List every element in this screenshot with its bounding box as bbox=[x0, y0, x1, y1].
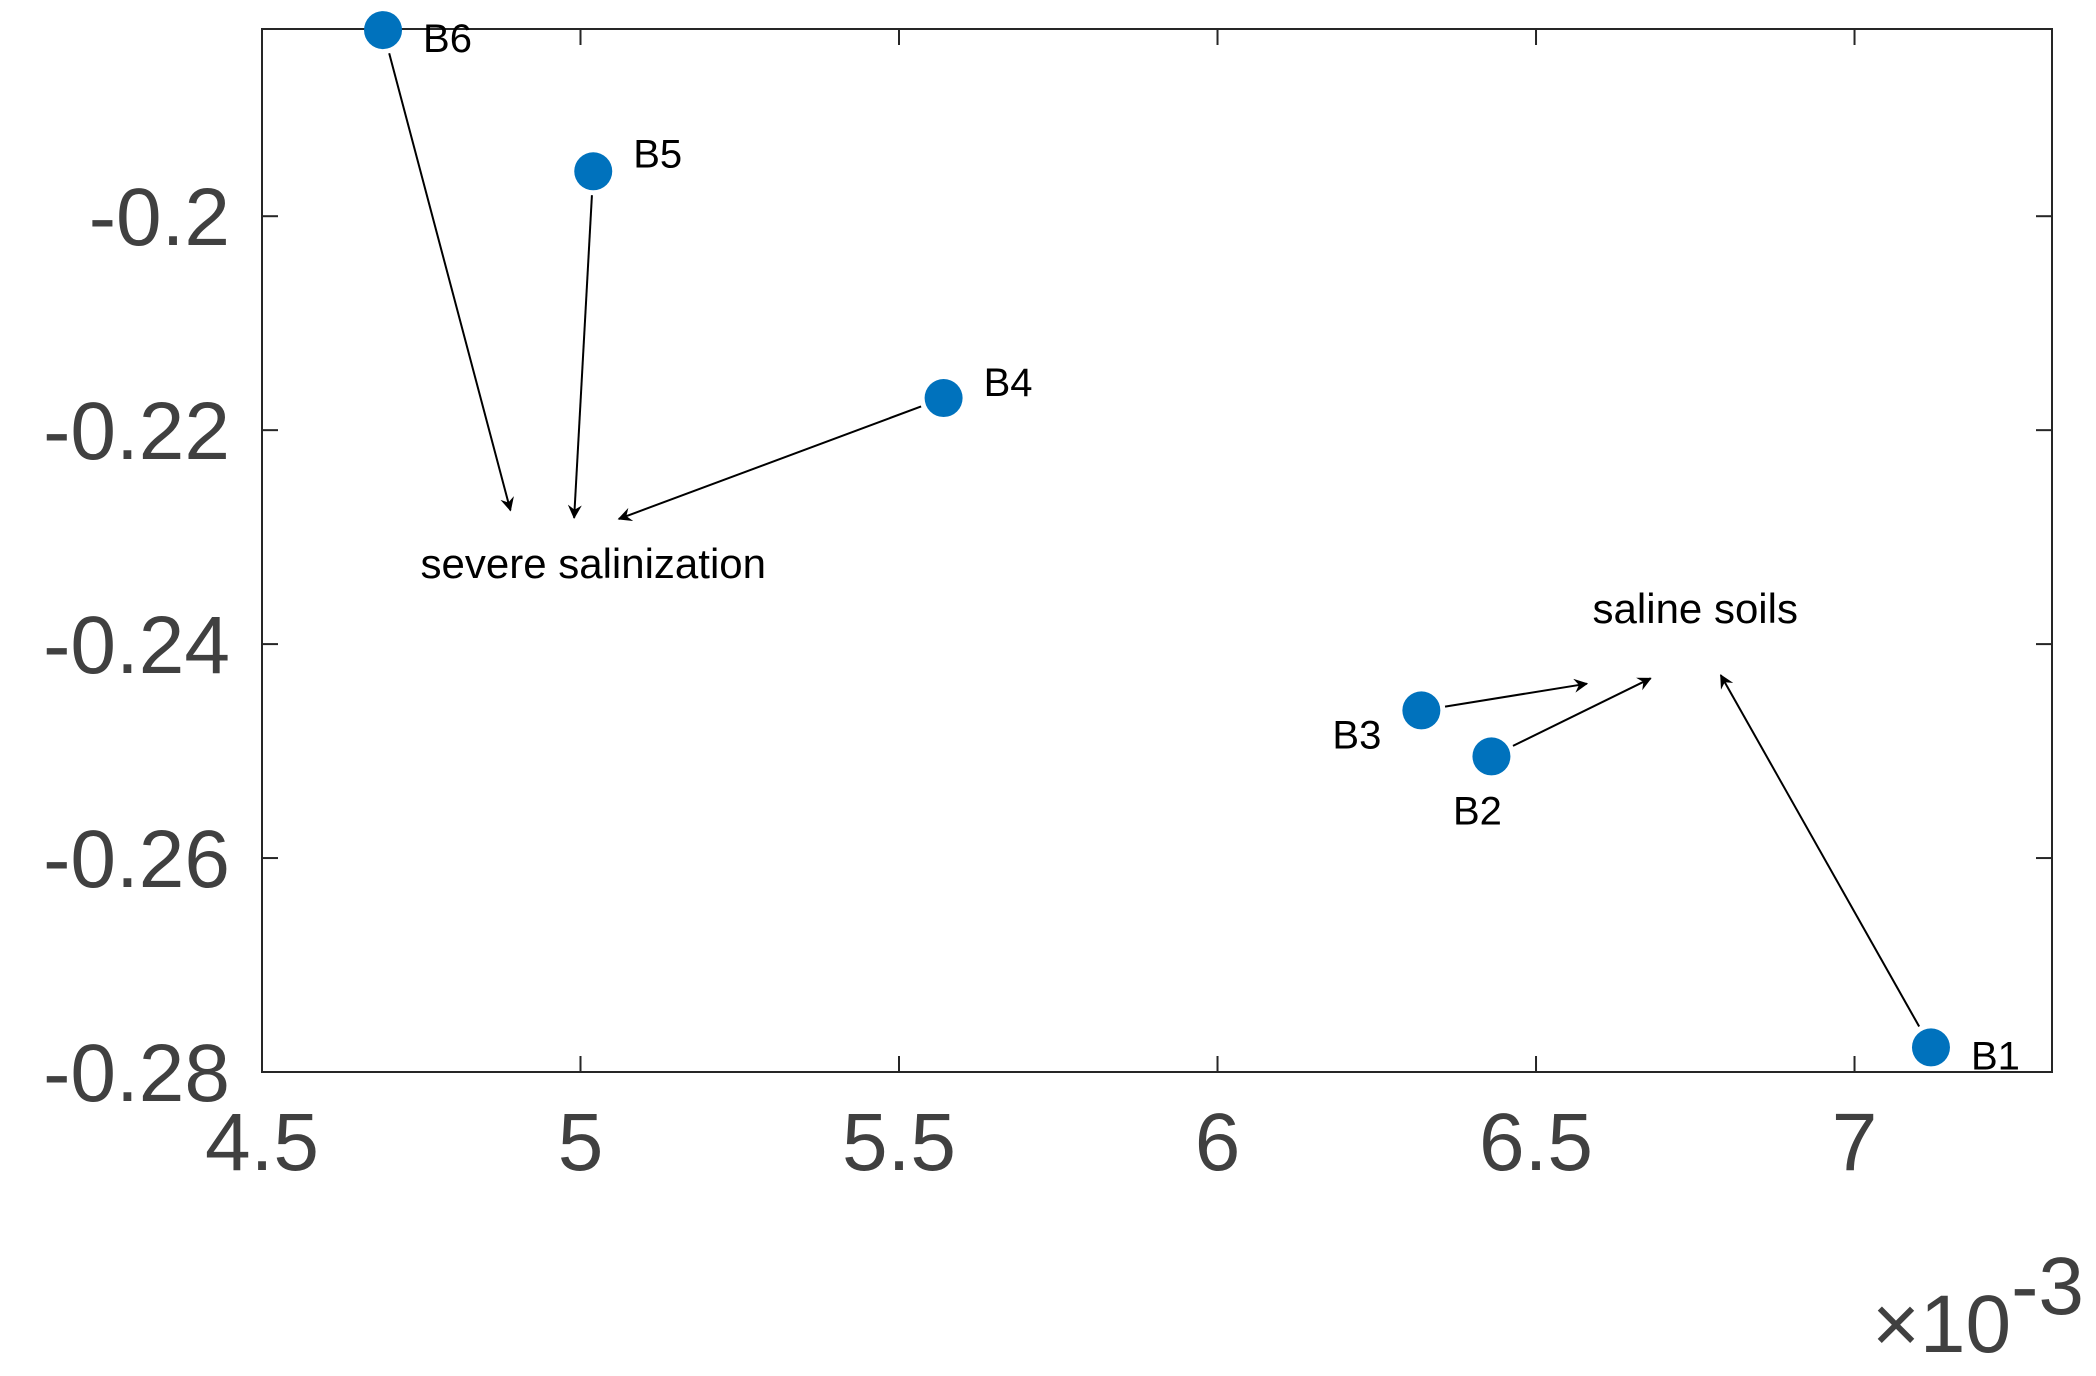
annotation-label: severe salinization bbox=[420, 540, 766, 587]
x-tick-label: 7 bbox=[1832, 1097, 1878, 1188]
point-label-b4: B4 bbox=[984, 361, 1033, 405]
x-exponent-base: ×10 bbox=[1872, 1279, 2011, 1370]
x-tick-label: 5 bbox=[558, 1097, 604, 1188]
y-tick-label: -0.26 bbox=[43, 814, 230, 905]
arrow-b2 bbox=[1512, 677, 1652, 747]
arrow-b1 bbox=[1719, 674, 1921, 1027]
point-label-b3: B3 bbox=[1332, 713, 1381, 757]
labels: B1 B2 B3 B4 B5 B6 severe salinization saline so… bbox=[420, 17, 2019, 1078]
plot-frame bbox=[261, 28, 2053, 1073]
arrows bbox=[388, 53, 1921, 1027]
point-b6 bbox=[364, 11, 403, 50]
arrow-b5 bbox=[567, 195, 593, 520]
point-label-b5: B5 bbox=[633, 132, 682, 176]
point-b2 bbox=[1472, 737, 1511, 776]
annotation-label: saline soils bbox=[1593, 585, 1798, 632]
y-tick-label: -0.22 bbox=[43, 386, 230, 477]
y-tick-label: -0.28 bbox=[43, 1028, 230, 1119]
point-b5 bbox=[574, 152, 613, 191]
data-points bbox=[364, 11, 1950, 1067]
point-label-b6: B6 bbox=[423, 17, 472, 61]
axes: 4.5 5 5.5 6 6.5 7 -0.2 -0.22 -0.24 -0.26 -0.28 ×10-… bbox=[43, 28, 2084, 1370]
y-tick-label: -0.24 bbox=[43, 600, 230, 691]
x-tick-label: 6.5 bbox=[1479, 1097, 1593, 1188]
point-b4 bbox=[924, 379, 963, 418]
y-tick-label: -0.2 bbox=[89, 172, 230, 263]
arrow-b3 bbox=[1444, 678, 1589, 708]
point-label-b2: B2 bbox=[1453, 789, 1502, 833]
x-tick-label: 4.5 bbox=[205, 1097, 319, 1188]
point-b3 bbox=[1402, 691, 1441, 730]
point-label-b1: B1 bbox=[1971, 1034, 2020, 1078]
arrow-b6 bbox=[388, 53, 514, 512]
x-tick-label: 5.5 bbox=[842, 1097, 956, 1188]
arrow-b4 bbox=[617, 405, 922, 522]
point-b1 bbox=[1911, 1028, 1950, 1067]
x-exponent-label: ×10-3 bbox=[1872, 1241, 2084, 1370]
x-exponent-power: -3 bbox=[2011, 1241, 2084, 1332]
x-tick-label: 6 bbox=[1195, 1097, 1241, 1188]
